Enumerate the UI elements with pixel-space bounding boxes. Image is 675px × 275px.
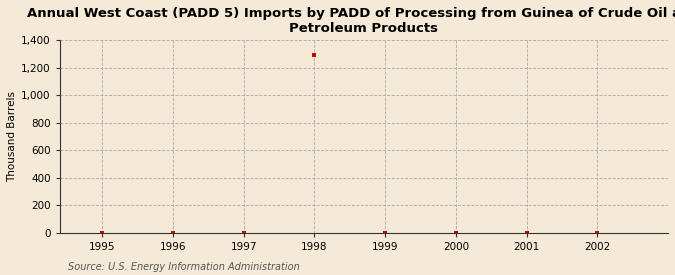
- Text: Source: U.S. Energy Information Administration: Source: U.S. Energy Information Administ…: [68, 262, 299, 272]
- Title: Annual West Coast (PADD 5) Imports by PADD of Processing from Guinea of Crude Oi: Annual West Coast (PADD 5) Imports by PA…: [28, 7, 675, 35]
- Y-axis label: Thousand Barrels: Thousand Barrels: [7, 91, 17, 182]
